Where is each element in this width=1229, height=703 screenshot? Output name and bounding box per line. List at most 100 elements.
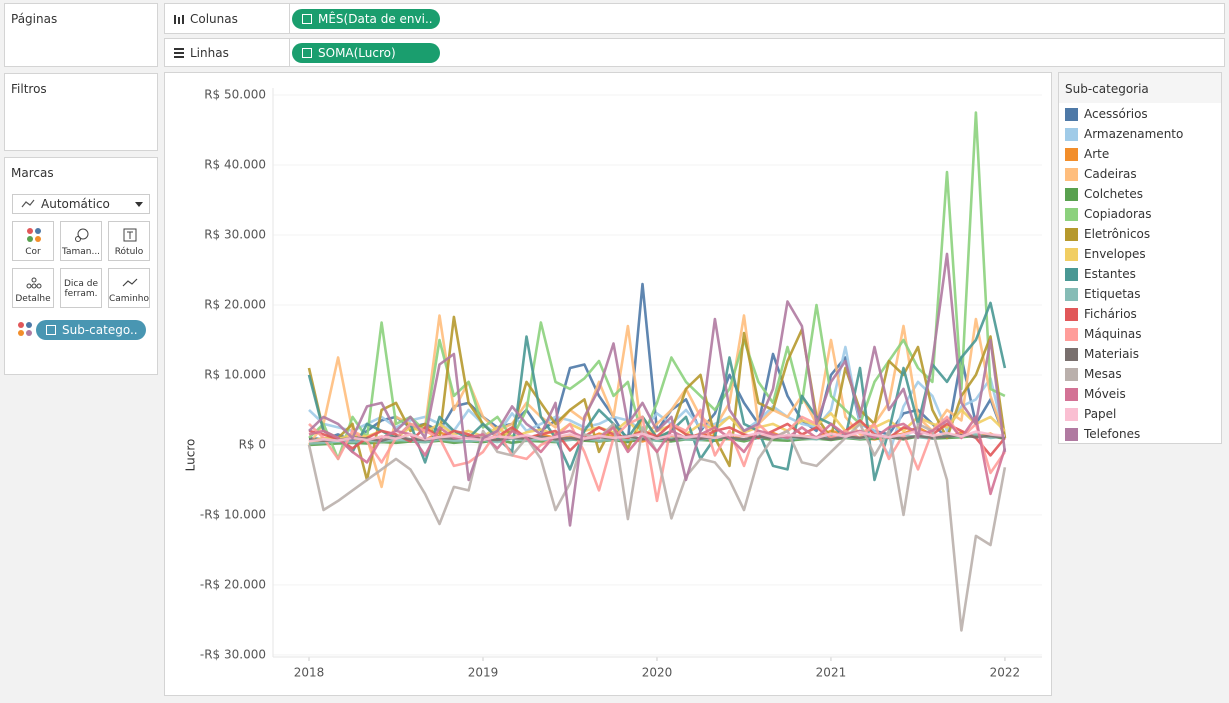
legend-item[interactable]: Etiquetas xyxy=(1065,287,1141,303)
card-title: Marcas xyxy=(11,166,54,180)
legend-label: Envelopes xyxy=(1084,247,1146,261)
button-label: Taman... xyxy=(61,247,101,257)
series-line xyxy=(308,111,1006,461)
legend-swatch xyxy=(1065,288,1078,301)
legend-label: Copiadoras xyxy=(1084,207,1152,221)
series-line xyxy=(307,422,1007,632)
legend-label: Arte xyxy=(1084,147,1110,161)
legend-title: Sub-categoria xyxy=(1065,82,1149,96)
chart: Lucro -R$ 30.000 -R$ 20.000 -R$ 10.000 R$ 0… xyxy=(184,87,1042,680)
legend-item[interactable]: Móveis xyxy=(1065,387,1126,403)
legend-swatch xyxy=(1065,308,1078,321)
legend-item[interactable]: Armazenamento xyxy=(1065,127,1183,143)
legend-swatch xyxy=(1065,108,1078,121)
y-tick-label: R$ 0 xyxy=(239,437,266,451)
legend-label: Mesas xyxy=(1084,367,1122,381)
series-line xyxy=(308,429,1006,443)
shelf-label: Colunas xyxy=(190,12,238,26)
pill-label: MÊS(Data de envi.. xyxy=(318,12,433,26)
view: Lucro -R$ 30.000 -R$ 20.000 -R$ 10.000 R$ 0… xyxy=(164,72,1052,696)
legend-label: Máquinas xyxy=(1084,327,1142,341)
legend-label: Acessórios xyxy=(1084,107,1148,121)
legend: Sub-categoria Acessórios Armazenamento Art… xyxy=(1058,72,1222,444)
rows-pill[interactable]: SOMA(Lucro) xyxy=(292,43,440,63)
legend-item[interactable]: Copiadoras xyxy=(1065,207,1152,223)
legend-item[interactable]: Cadeiras xyxy=(1065,167,1137,183)
legend-label: Armazenamento xyxy=(1084,127,1184,141)
y-axis-title: Lucro xyxy=(184,439,198,472)
card-title: Páginas xyxy=(11,12,58,26)
legend-swatch xyxy=(1065,208,1078,221)
legend-item[interactable]: Materiais xyxy=(1065,347,1139,363)
legend-label: Eletrônicos xyxy=(1084,227,1151,241)
columns-shelf: Colunas MÊS(Data de envi.. xyxy=(164,3,1225,34)
series-line xyxy=(308,415,1007,496)
size-button[interactable]: Taman... xyxy=(60,221,102,261)
legend-item[interactable]: Estantes xyxy=(1065,267,1136,283)
legend-swatch xyxy=(1065,368,1078,381)
legend-label: Papel xyxy=(1084,407,1117,421)
pages-card: Páginas xyxy=(4,3,158,67)
legend-item[interactable]: Telefones xyxy=(1065,427,1140,443)
line-icon xyxy=(21,199,35,208)
label-button[interactable]: Rótulo xyxy=(108,221,150,261)
legend-item[interactable]: Acessórios xyxy=(1065,107,1148,123)
mark-type-dropdown[interactable]: Automático xyxy=(12,194,150,214)
pill-label: Sub-catego.. xyxy=(62,323,138,337)
columns-icon xyxy=(174,15,184,24)
y-tick-label: -R$ 10.000 xyxy=(200,507,266,521)
legend-swatch xyxy=(1065,148,1078,161)
tooltip-button[interactable]: Dica de ferram. xyxy=(60,268,102,308)
columns-pill[interactable]: MÊS(Data de envi.. xyxy=(292,9,440,29)
legend-item[interactable]: Colchetes xyxy=(1065,187,1143,203)
legend-item[interactable]: Eletrônicos xyxy=(1065,227,1150,243)
legend-item[interactable]: Máquinas xyxy=(1065,327,1141,343)
color-button[interactable]: Cor xyxy=(12,221,54,261)
button-label: Rótulo xyxy=(114,247,144,257)
x-tick-label: 2021 xyxy=(816,666,847,680)
mark-type-label: Automático xyxy=(41,197,110,211)
legend-swatch xyxy=(1065,388,1078,401)
legend-item[interactable]: Arte xyxy=(1065,147,1109,163)
card-title: Filtros xyxy=(11,82,47,96)
pill-label: SOMA(Lucro) xyxy=(318,46,396,60)
legend-label: Etiquetas xyxy=(1084,287,1141,301)
legend-label: Móveis xyxy=(1084,387,1126,401)
legend-item[interactable]: Envelopes xyxy=(1065,247,1146,263)
dropdown-arrow xyxy=(135,202,143,207)
legend-item[interactable]: Papel xyxy=(1065,407,1116,423)
y-tick-label: R$ 40.000 xyxy=(204,157,266,171)
legend-label: Colchetes xyxy=(1084,187,1143,201)
filters-card: Filtros xyxy=(4,73,158,151)
legend-swatch xyxy=(1065,248,1078,261)
x-tick-label: 2019 xyxy=(468,666,499,680)
legend-swatch xyxy=(1065,188,1078,201)
rows-icon xyxy=(174,48,184,58)
detail-button[interactable]: Detalhe xyxy=(12,268,54,308)
marks-pill[interactable]: Sub-catego.. xyxy=(36,320,146,340)
legend-swatch xyxy=(1065,268,1078,281)
series-line xyxy=(308,408,1006,503)
legend-swatch xyxy=(1065,328,1078,341)
shelf-label: Linhas xyxy=(190,46,229,60)
legend-swatch xyxy=(1065,168,1078,181)
x-tick-label: 2022 xyxy=(990,666,1021,680)
path-button[interactable]: Caminho xyxy=(108,268,150,308)
series-line xyxy=(308,345,1007,457)
legend-label: Fichários xyxy=(1084,307,1137,321)
x-tick-label: 2020 xyxy=(642,666,673,680)
legend-label: Telefones xyxy=(1084,427,1141,441)
series-line xyxy=(308,252,1007,527)
legend-item[interactable]: Fichários xyxy=(1065,307,1137,323)
legend-label: Cadeiras xyxy=(1084,167,1137,181)
y-tick-label: R$ 10.000 xyxy=(204,367,266,381)
button-label: Dica de ferram. xyxy=(63,279,98,299)
legend-swatch xyxy=(1065,128,1078,141)
y-tick-label: -R$ 20.000 xyxy=(200,577,266,591)
button-label: Detalhe xyxy=(15,294,51,304)
button-label: Cor xyxy=(25,247,41,257)
legend-item[interactable]: Mesas xyxy=(1065,367,1122,383)
rows-shelf: Linhas SOMA(Lucro) xyxy=(164,38,1225,67)
legend-swatch xyxy=(1065,428,1078,441)
